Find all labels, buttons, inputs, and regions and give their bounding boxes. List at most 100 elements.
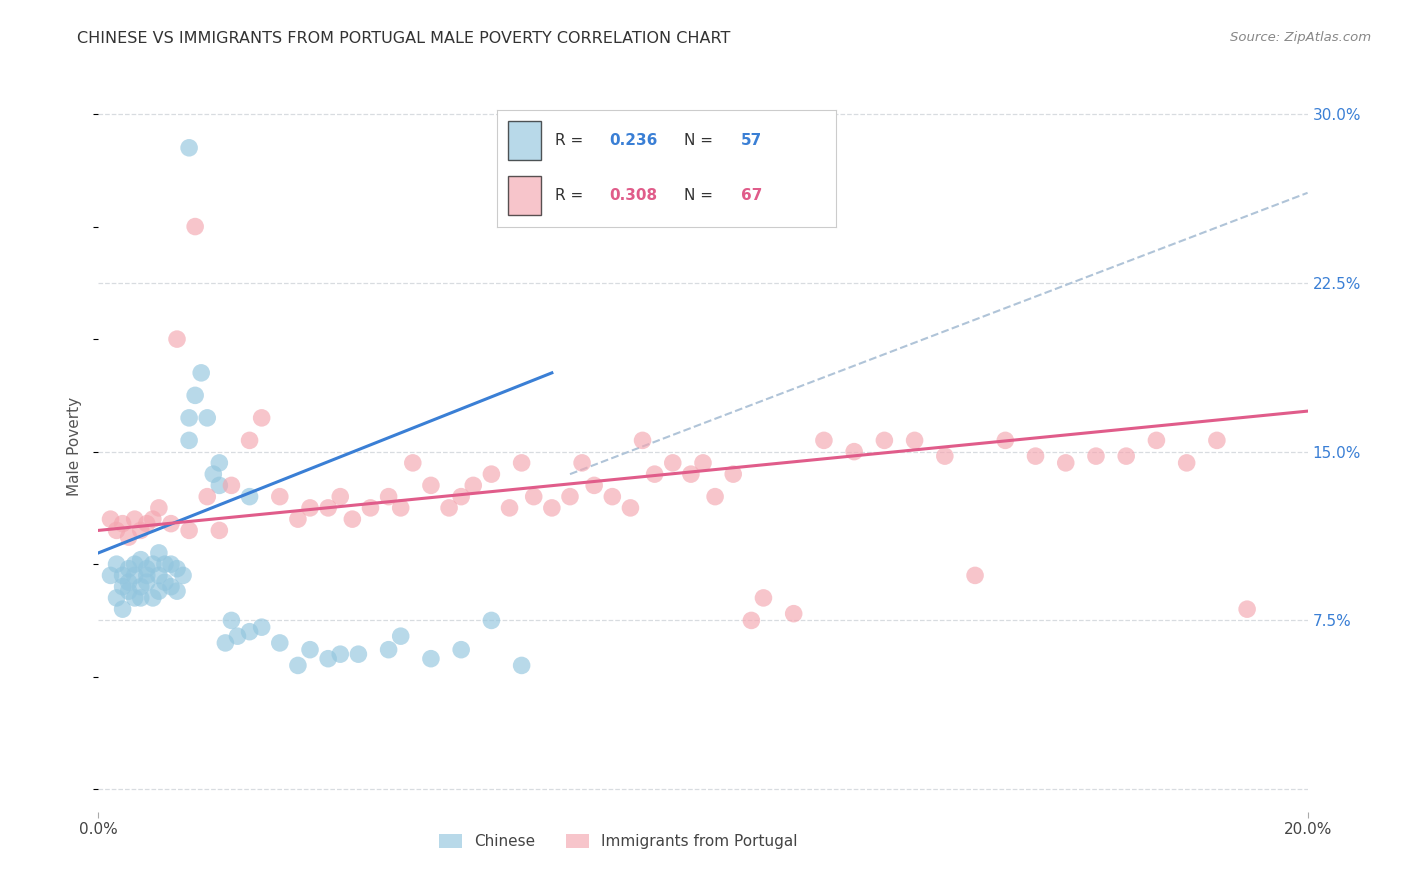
Point xyxy=(287,512,309,526)
Point xyxy=(783,607,806,621)
Point xyxy=(226,629,249,643)
Point xyxy=(389,629,412,643)
Point xyxy=(142,591,165,605)
Point xyxy=(498,500,520,515)
Point xyxy=(287,658,309,673)
Point xyxy=(1054,456,1077,470)
Point xyxy=(129,552,152,566)
Point xyxy=(752,591,775,605)
Text: CHINESE VS IMMIGRANTS FROM PORTUGAL MALE POVERTY CORRELATION CHART: CHINESE VS IMMIGRANTS FROM PORTUGAL MALE… xyxy=(77,31,731,46)
Point xyxy=(166,332,188,346)
Point xyxy=(1024,449,1046,463)
Point xyxy=(1144,434,1167,448)
Point xyxy=(377,490,399,504)
Point xyxy=(118,530,141,544)
Point xyxy=(602,490,624,504)
Point xyxy=(142,512,165,526)
Point xyxy=(118,575,141,590)
Point xyxy=(389,500,412,515)
Point xyxy=(105,524,128,538)
Point xyxy=(166,584,188,599)
Point xyxy=(558,490,581,504)
Point xyxy=(377,642,399,657)
Point xyxy=(420,651,443,665)
Point xyxy=(135,568,157,582)
Point xyxy=(221,478,243,492)
Point xyxy=(299,500,322,515)
Point xyxy=(172,568,194,582)
Point xyxy=(692,456,714,470)
Point xyxy=(208,524,231,538)
Point xyxy=(250,410,273,425)
Point xyxy=(142,557,165,571)
Point xyxy=(160,516,183,531)
Point xyxy=(316,500,339,515)
Point xyxy=(1236,602,1258,616)
Point xyxy=(148,568,170,582)
Point xyxy=(873,434,896,448)
Point xyxy=(481,614,503,628)
Point xyxy=(723,467,745,482)
Point xyxy=(583,478,606,492)
Point xyxy=(184,388,207,402)
Point xyxy=(148,500,170,515)
Point xyxy=(813,434,835,448)
Point xyxy=(463,478,485,492)
Point xyxy=(239,434,262,448)
Point xyxy=(129,591,152,605)
Point xyxy=(571,456,593,470)
Point xyxy=(111,580,134,594)
Point xyxy=(347,647,370,661)
Point xyxy=(269,490,291,504)
Point xyxy=(124,591,146,605)
Point xyxy=(179,524,201,538)
Point xyxy=(420,478,443,492)
Point xyxy=(124,568,146,582)
Point xyxy=(523,490,546,504)
Point xyxy=(124,557,146,571)
Point xyxy=(540,500,562,515)
Point xyxy=(111,568,134,582)
Text: Source: ZipAtlas.com: Source: ZipAtlas.com xyxy=(1230,31,1371,45)
Point xyxy=(160,580,183,594)
Point xyxy=(153,557,176,571)
Point xyxy=(934,449,956,463)
Point xyxy=(221,614,243,628)
Point xyxy=(111,516,134,531)
Point xyxy=(184,219,207,234)
Point xyxy=(239,624,262,639)
Point xyxy=(450,490,472,504)
Point xyxy=(316,651,339,665)
Point xyxy=(135,562,157,576)
Point xyxy=(1085,449,1108,463)
Point xyxy=(105,557,128,571)
Point xyxy=(190,366,212,380)
Point xyxy=(329,647,352,661)
Point xyxy=(118,584,141,599)
Point xyxy=(100,568,122,582)
Point xyxy=(129,524,152,538)
Point xyxy=(208,456,231,470)
Point xyxy=(148,584,170,599)
Point xyxy=(510,456,533,470)
Point xyxy=(631,434,654,448)
Point xyxy=(402,456,425,470)
Point xyxy=(148,546,170,560)
Point xyxy=(1206,434,1229,448)
Point xyxy=(208,478,231,492)
Point xyxy=(160,557,183,571)
Point xyxy=(124,512,146,526)
Point xyxy=(179,410,201,425)
Point xyxy=(105,591,128,605)
Point xyxy=(269,636,291,650)
Legend: Chinese, Immigrants from Portugal: Chinese, Immigrants from Portugal xyxy=(433,828,804,855)
Point xyxy=(1175,456,1198,470)
Point xyxy=(644,467,666,482)
Y-axis label: Male Poverty: Male Poverty xyxy=(67,396,83,496)
Point xyxy=(118,562,141,576)
Point xyxy=(481,467,503,482)
Point xyxy=(965,568,987,582)
Point xyxy=(329,490,352,504)
Point xyxy=(129,580,152,594)
Point xyxy=(153,575,176,590)
